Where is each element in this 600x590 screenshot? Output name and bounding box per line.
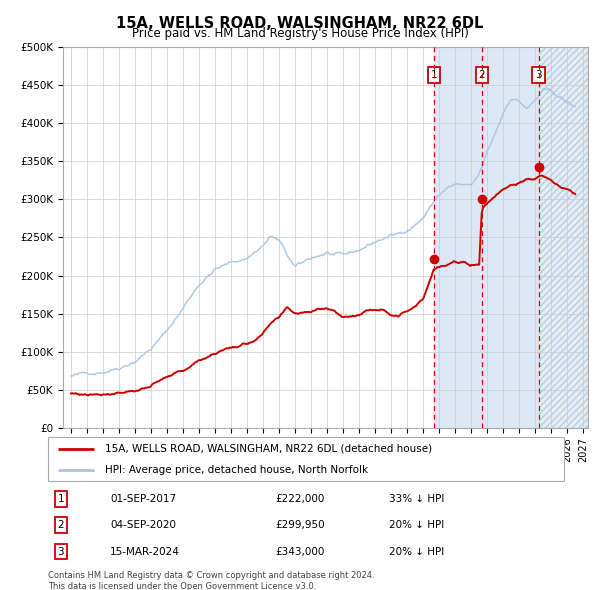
Text: 04-SEP-2020: 04-SEP-2020 [110, 520, 176, 530]
Text: £343,000: £343,000 [275, 546, 325, 556]
Text: 2: 2 [58, 520, 64, 530]
Text: HPI: Average price, detached house, North Norfolk: HPI: Average price, detached house, Nort… [105, 465, 368, 475]
Text: Price paid vs. HM Land Registry's House Price Index (HPI): Price paid vs. HM Land Registry's House … [131, 27, 469, 40]
Text: Contains HM Land Registry data © Crown copyright and database right 2024.
This d: Contains HM Land Registry data © Crown c… [48, 571, 374, 590]
Text: 15A, WELLS ROAD, WALSINGHAM, NR22 6DL: 15A, WELLS ROAD, WALSINGHAM, NR22 6DL [116, 16, 484, 31]
Text: 3: 3 [58, 546, 64, 556]
Bar [539, 47, 588, 428]
Text: 33% ↓ HPI: 33% ↓ HPI [389, 494, 444, 504]
Bar [434, 47, 539, 428]
Text: 1: 1 [58, 494, 64, 504]
Text: 2: 2 [479, 70, 485, 80]
Text: 15A, WELLS ROAD, WALSINGHAM, NR22 6DL (detached house): 15A, WELLS ROAD, WALSINGHAM, NR22 6DL (d… [105, 444, 432, 454]
Text: £299,950: £299,950 [275, 520, 325, 530]
Text: 15-MAR-2024: 15-MAR-2024 [110, 546, 180, 556]
FancyBboxPatch shape [48, 437, 564, 481]
Text: 20% ↓ HPI: 20% ↓ HPI [389, 520, 444, 530]
Text: £222,000: £222,000 [275, 494, 325, 504]
Bar [539, 47, 588, 428]
Text: 20% ↓ HPI: 20% ↓ HPI [389, 546, 444, 556]
Text: 3: 3 [535, 70, 542, 80]
Text: 1: 1 [431, 70, 437, 80]
Text: 01-SEP-2017: 01-SEP-2017 [110, 494, 176, 504]
